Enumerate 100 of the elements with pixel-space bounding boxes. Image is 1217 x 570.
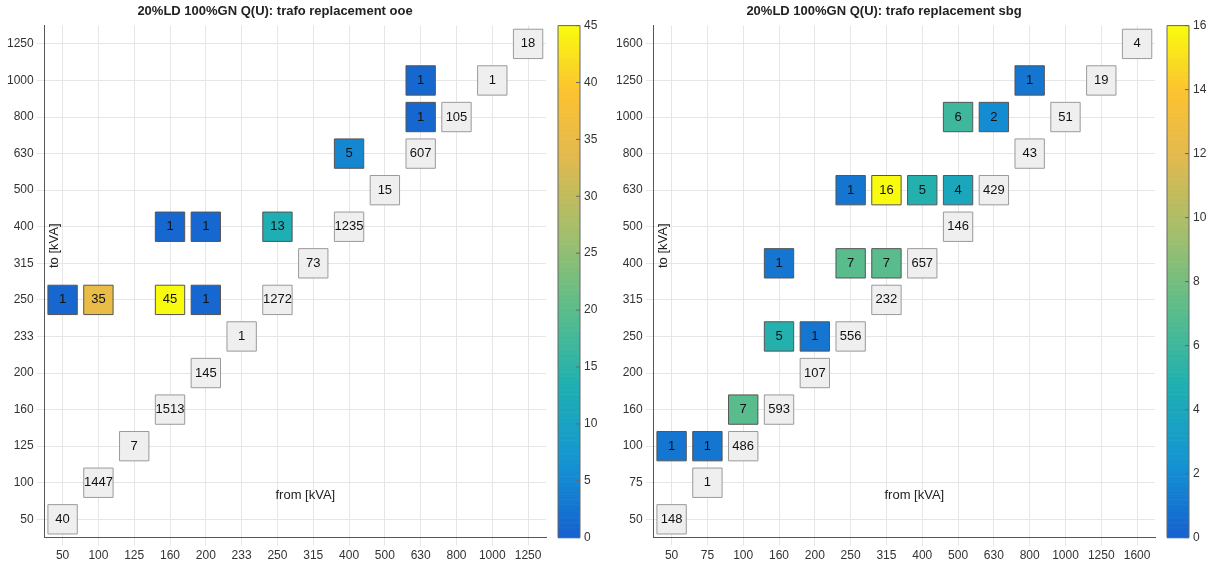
annotation: 43 (1022, 145, 1037, 161)
y-axis-title: to [kVA] (655, 223, 671, 269)
y-tick-label: 630 (622, 182, 644, 197)
x-tick-label: 315 (303, 548, 324, 563)
data-label: 4 (954, 181, 962, 197)
x-tick-label: 500 (374, 548, 396, 563)
data-label: 7 (882, 254, 891, 270)
y-tick-label: 800 (622, 145, 644, 160)
color-bar-label: 5 (584, 473, 591, 488)
annotation: 107 (803, 364, 826, 380)
color-bar-label: 8 (1193, 273, 1200, 288)
y-tick-label: 1600 (615, 36, 644, 51)
annotation: 1513 (155, 401, 185, 417)
data-label: 16 (879, 181, 894, 197)
annotation: 429 (983, 181, 1005, 197)
color-bar-label: 35 (584, 131, 598, 146)
y-tick-label: 100 (13, 475, 35, 490)
x-tick-label: 1600 (1123, 548, 1151, 563)
y-tick-label: 500 (622, 219, 644, 234)
x-tick-label: 400 (912, 548, 933, 563)
x-tick-label: 50 (55, 548, 70, 563)
color-bar-label: 6 (1193, 337, 1200, 352)
data-label: 1 (1026, 72, 1034, 88)
annotation: 73 (306, 254, 321, 270)
x-tick-label: 1000 (478, 548, 506, 563)
color-bar-label: 0 (584, 529, 591, 544)
annotation: 232 (875, 291, 898, 307)
data-label: 1 (811, 328, 819, 344)
data-label: 1 (202, 218, 210, 234)
y-tick-label: 50 (629, 511, 644, 526)
x-tick-label: 500 (948, 548, 969, 563)
y-tick-label: 75 (629, 475, 644, 490)
y-tick-label: 233 (13, 328, 35, 343)
data-label: 1 (417, 108, 425, 124)
annotation: 1235 (334, 218, 364, 234)
y-tick-label: 100 (622, 438, 644, 453)
data-label: 6 (954, 108, 962, 124)
x-tick-label: 75 (700, 548, 715, 563)
y-tick-label: 800 (13, 109, 35, 124)
y-tick-label: 315 (622, 292, 644, 307)
y-tick-label: 160 (13, 401, 35, 416)
y-tick-label: 500 (13, 182, 35, 197)
annotation: 657 (911, 254, 934, 270)
data-label: 1 (847, 181, 855, 197)
y-tick-label: 630 (13, 145, 35, 160)
data-label: 2 (990, 108, 998, 124)
data-label: 1 (775, 254, 783, 270)
x-tick-label: 233 (231, 548, 252, 563)
y-tick-label: 315 (13, 255, 35, 270)
annotation: 1 (238, 328, 246, 344)
color-bar-label: 12 (1193, 145, 1207, 160)
y-tick-label: 1250 (615, 72, 644, 87)
x-tick-label: 200 (195, 548, 217, 563)
annotation: 51 (1058, 108, 1073, 124)
color-bar-label: 20 (584, 302, 598, 317)
annotation: 18 (520, 35, 536, 51)
annotation: 7 (130, 437, 138, 453)
color-bar-label: 10 (584, 416, 598, 431)
y-tick-label: 200 (13, 365, 35, 380)
color-bar-label: 10 (1193, 209, 1207, 224)
annotation: 148 (660, 510, 683, 526)
y-tick-label: 250 (13, 292, 35, 307)
annotation: 145 (194, 364, 217, 380)
x-tick-label: 160 (160, 548, 181, 563)
data-label: 1 (58, 291, 67, 307)
chart-title: 20%LD 100%GN Q(U): trafo replacement sbg (746, 3, 1022, 19)
annotation: 15 (377, 181, 393, 197)
annotation: 40 (55, 510, 70, 526)
x-tick-label: 200 (804, 548, 826, 563)
data-label: 1 (703, 437, 712, 453)
x-axis-title: from [kVA] (884, 486, 945, 502)
annotation: 486 (732, 437, 755, 453)
data-label: 45 (162, 291, 178, 307)
color-bar-label: 16 (1193, 17, 1207, 32)
y-tick-label: 200 (622, 365, 644, 380)
annotation: 556 (839, 328, 862, 344)
y-tick-label: 400 (13, 219, 35, 234)
data-label: 1 (667, 437, 676, 453)
y-tick-label: 400 (622, 255, 644, 270)
x-tick-label: 1250 (1087, 548, 1115, 563)
x-tick-label: 630 (410, 548, 432, 563)
data-label: 1 (202, 291, 210, 307)
x-axis-title: from [kVA] (275, 486, 336, 502)
annotation: 4 (1133, 35, 1141, 51)
x-tick-label: 1250 (514, 548, 542, 563)
data-label: 35 (91, 291, 106, 307)
data-label: 5 (775, 328, 783, 344)
x-tick-label: 1000 (1052, 548, 1080, 563)
x-tick-label: 160 (769, 548, 790, 563)
x-tick-label: 125 (124, 548, 145, 563)
y-tick-label: 1000 (615, 109, 644, 124)
color-bar-label: 15 (584, 359, 598, 374)
color-bar-label: 25 (584, 245, 598, 260)
x-tick-label: 100 (733, 548, 754, 563)
color-bar-label: 0 (1193, 529, 1200, 544)
color-bar-label: 30 (584, 188, 598, 203)
annotation: 19 (1094, 72, 1109, 88)
y-tick-label: 1250 (6, 36, 35, 51)
y-axis-title: to [kVA] (46, 223, 62, 269)
data-label: 13 (270, 218, 285, 234)
